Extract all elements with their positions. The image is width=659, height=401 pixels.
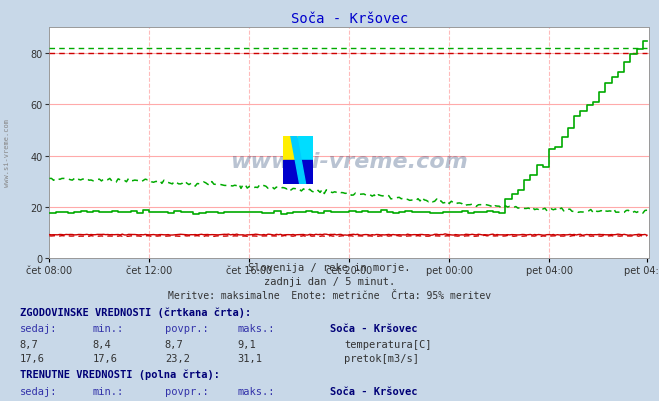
Text: min.:: min.: xyxy=(92,324,123,334)
Text: sedaj:: sedaj: xyxy=(20,324,57,334)
Text: Soča - Kršovec: Soča - Kršovec xyxy=(330,324,417,334)
Text: www.si-vreme.com: www.si-vreme.com xyxy=(3,118,10,186)
Text: zadnji dan / 5 minut.: zadnji dan / 5 minut. xyxy=(264,277,395,287)
Bar xyxy=(298,160,313,184)
Text: 8,4: 8,4 xyxy=(92,339,111,349)
Text: min.:: min.: xyxy=(92,386,123,396)
Text: ZGODOVINSKE VREDNOSTI (črtkana črta):: ZGODOVINSKE VREDNOSTI (črtkana črta): xyxy=(20,306,251,317)
Text: 31,1: 31,1 xyxy=(237,353,262,363)
Title: Soča - Kršovec: Soča - Kršovec xyxy=(291,12,408,26)
Text: temperatura[C]: temperatura[C] xyxy=(344,339,432,349)
Text: pretok[m3/s]: pretok[m3/s] xyxy=(344,353,419,363)
Text: 17,6: 17,6 xyxy=(92,353,117,363)
Bar xyxy=(283,136,298,160)
Text: povpr.:: povpr.: xyxy=(165,386,208,396)
Text: 23,2: 23,2 xyxy=(165,353,190,363)
Text: povpr.:: povpr.: xyxy=(165,324,208,334)
Text: maks.:: maks.: xyxy=(237,386,275,396)
Bar xyxy=(283,160,298,184)
Text: TRENUTNE VREDNOSTI (polna črta):: TRENUTNE VREDNOSTI (polna črta): xyxy=(20,369,219,379)
Text: Soča - Kršovec: Soča - Kršovec xyxy=(330,386,417,396)
Text: 17,6: 17,6 xyxy=(20,353,45,363)
Text: maks.:: maks.: xyxy=(237,324,275,334)
Text: 9,1: 9,1 xyxy=(237,339,256,349)
Text: sedaj:: sedaj: xyxy=(20,386,57,396)
Polygon shape xyxy=(291,136,306,184)
Text: www.si-vreme.com: www.si-vreme.com xyxy=(231,152,468,172)
Text: Meritve: maksimalne  Enote: metrične  Črta: 95% meritev: Meritve: maksimalne Enote: metrične Črta… xyxy=(168,291,491,301)
Text: 8,7: 8,7 xyxy=(20,339,38,349)
Text: Slovenija / reke in morje.: Slovenija / reke in morje. xyxy=(248,263,411,273)
Text: 8,7: 8,7 xyxy=(165,339,183,349)
Bar xyxy=(298,136,313,160)
